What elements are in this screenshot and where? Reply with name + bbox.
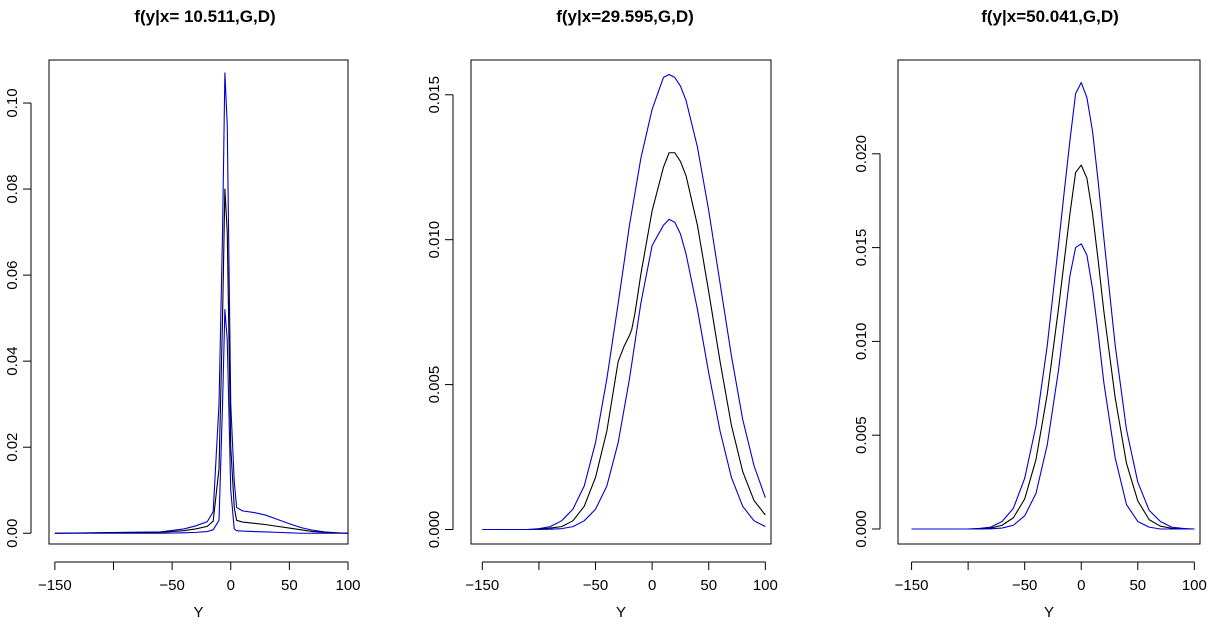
series-line-2 bbox=[911, 164, 1195, 530]
x-tick-label: 0 bbox=[1077, 577, 1085, 594]
chart-title: f(y|x=50.041,G,D) bbox=[981, 7, 1119, 26]
y-tick-label: 0.04 bbox=[4, 347, 21, 376]
y-tick-label: 0.00 bbox=[4, 519, 21, 548]
y-tick-label: 0.020 bbox=[853, 135, 870, 173]
y-tick-label: 0.10 bbox=[4, 88, 21, 117]
y-tick-label: 0.005 bbox=[853, 416, 870, 454]
panel-2: f(y|x=29.595,G,D) −150 −50 0 50 100 Y 0.000 0.00… bbox=[426, 7, 778, 621]
x-tick-label: 100 bbox=[753, 577, 778, 594]
panel-1: f(y|x= 10.511,G,D) −150 −50 0 50 100 Y 0.00 0.02… bbox=[4, 7, 361, 621]
y-tick-label: 0.010 bbox=[426, 221, 443, 259]
y-tick-label: 0.005 bbox=[426, 366, 443, 404]
series-line-3 bbox=[911, 243, 1195, 530]
series-line-1 bbox=[482, 73, 766, 531]
x-tick-label: 100 bbox=[335, 577, 360, 594]
chart-title: f(y|x= 10.511,G,D) bbox=[134, 7, 275, 26]
x-tick-label: 0 bbox=[227, 577, 235, 594]
x-tick-label: −50 bbox=[159, 577, 184, 594]
series-line-1 bbox=[54, 72, 349, 534]
x-tick-label: −150 bbox=[465, 577, 499, 594]
x-tick-label: 0 bbox=[648, 577, 656, 594]
x-tick-label: 50 bbox=[1129, 577, 1146, 594]
x-axis-label: Y bbox=[1044, 604, 1054, 621]
x-tick-label: −50 bbox=[1012, 577, 1037, 594]
x-tick-label: −150 bbox=[895, 577, 929, 594]
x-tick-label: −50 bbox=[583, 577, 608, 594]
series-line-2 bbox=[482, 152, 766, 531]
chart-title: f(y|x=29.595,G,D) bbox=[556, 7, 694, 26]
series-line-3 bbox=[482, 218, 766, 531]
plot-frame bbox=[48, 59, 349, 545]
series-line-3 bbox=[54, 308, 348, 534]
y-tick-label: 0.08 bbox=[4, 174, 21, 203]
y-tick-label: 0.06 bbox=[4, 261, 21, 290]
y-tick-label: 0.015 bbox=[853, 229, 870, 267]
x-tick-label: −150 bbox=[38, 577, 72, 594]
plot-frame bbox=[897, 59, 1201, 545]
y-tick-label: 0.02 bbox=[4, 433, 21, 462]
panel-3: f(y|x=50.041,G,D) −150 −50 0 50 100 Y 0.000 0.00… bbox=[853, 7, 1207, 621]
plot-frame bbox=[470, 59, 772, 545]
y-tick-label: 0.000 bbox=[426, 511, 443, 549]
y-tick-label: 0.015 bbox=[426, 76, 443, 114]
y-tick-label: 0.000 bbox=[853, 510, 870, 548]
series-line-2 bbox=[54, 188, 349, 534]
x-tick-label: 50 bbox=[700, 577, 717, 594]
x-tick-label: 50 bbox=[281, 577, 298, 594]
x-axis-label: Y bbox=[193, 604, 203, 621]
x-axis-label: Y bbox=[616, 604, 626, 621]
y-tick-label: 0.010 bbox=[853, 323, 870, 361]
x-tick-label: 100 bbox=[1182, 577, 1207, 594]
series-line-1 bbox=[911, 81, 1195, 530]
